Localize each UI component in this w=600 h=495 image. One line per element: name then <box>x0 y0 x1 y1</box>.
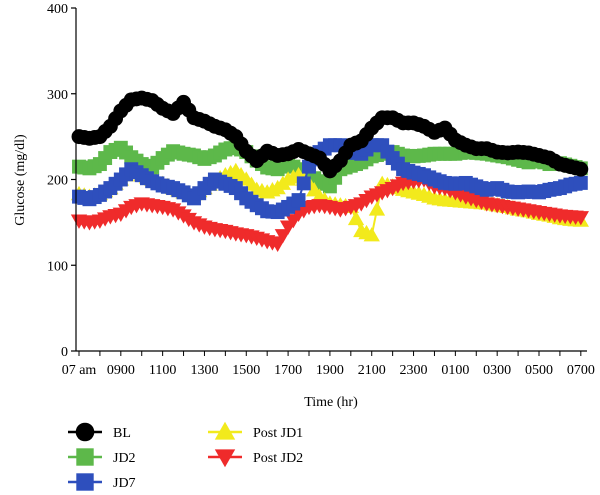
legend-item-post-jd2: Post JD2 <box>208 449 303 468</box>
x-tick-label: 2100 <box>358 363 386 378</box>
legend-marker <box>214 449 236 468</box>
legend: BL JD2 JD7 Post JD1 Post JD2 <box>68 421 303 491</box>
y-tick-label: 400 <box>47 2 68 17</box>
y-axis-title: Glucose (mg/dl) <box>13 134 28 226</box>
x-tick-label: 0100 <box>441 363 469 378</box>
legend-marker <box>75 422 95 442</box>
data-point <box>363 227 380 242</box>
y-tick-label: 300 <box>47 88 68 103</box>
legend-label: JD7 <box>113 476 136 491</box>
legend-item-post-jd1: Post JD1 <box>208 421 303 441</box>
legend-label: BL <box>113 426 131 441</box>
x-tick-label: 1500 <box>232 363 260 378</box>
x-tick-label: 0900 <box>107 363 135 378</box>
x-tick-label: 1900 <box>316 363 344 378</box>
legend-label: Post JD2 <box>253 451 303 466</box>
data-point <box>573 161 589 177</box>
x-tick-label: 0300 <box>483 363 511 378</box>
series-post-jd2 <box>70 173 589 252</box>
legend-marker <box>76 473 94 491</box>
legend-label: Post JD1 <box>253 426 303 441</box>
legend-item-bl: BL <box>68 422 131 442</box>
legend-item-jd2: JD2 <box>68 448 136 466</box>
data-point <box>572 211 589 226</box>
data-point <box>368 201 386 216</box>
series-bl <box>71 90 589 179</box>
x-axis-title: Time (hr) <box>304 395 358 410</box>
series-layer <box>70 90 589 252</box>
y-tick-label: 100 <box>47 259 68 274</box>
x-tick-label: 2300 <box>400 363 428 378</box>
y-ticks: 0 100 200 300 400 <box>47 2 76 360</box>
x-tick-label: 1100 <box>149 363 176 378</box>
y-tick-label: 200 <box>47 174 68 189</box>
x-tick-label: 1300 <box>190 363 218 378</box>
legend-marker <box>214 421 236 440</box>
data-point <box>573 175 588 190</box>
legend-label: JD2 <box>113 451 136 466</box>
legend-marker <box>76 448 94 466</box>
legend-item-jd7: JD7 <box>68 473 136 491</box>
data-point <box>296 176 311 191</box>
y-tick-label: 0 <box>61 345 68 360</box>
data-point <box>347 210 365 226</box>
x-tick-label: 0700 <box>567 363 595 378</box>
x-tick-label: 1700 <box>274 363 302 378</box>
x-tick-label: 0500 <box>525 363 553 378</box>
x-tick-label: 07 am <box>62 363 97 378</box>
data-point <box>291 193 306 208</box>
x-ticks: 07 am 0900 1100 1300 1500 1700 1900 2100 2300 010… <box>62 351 595 378</box>
